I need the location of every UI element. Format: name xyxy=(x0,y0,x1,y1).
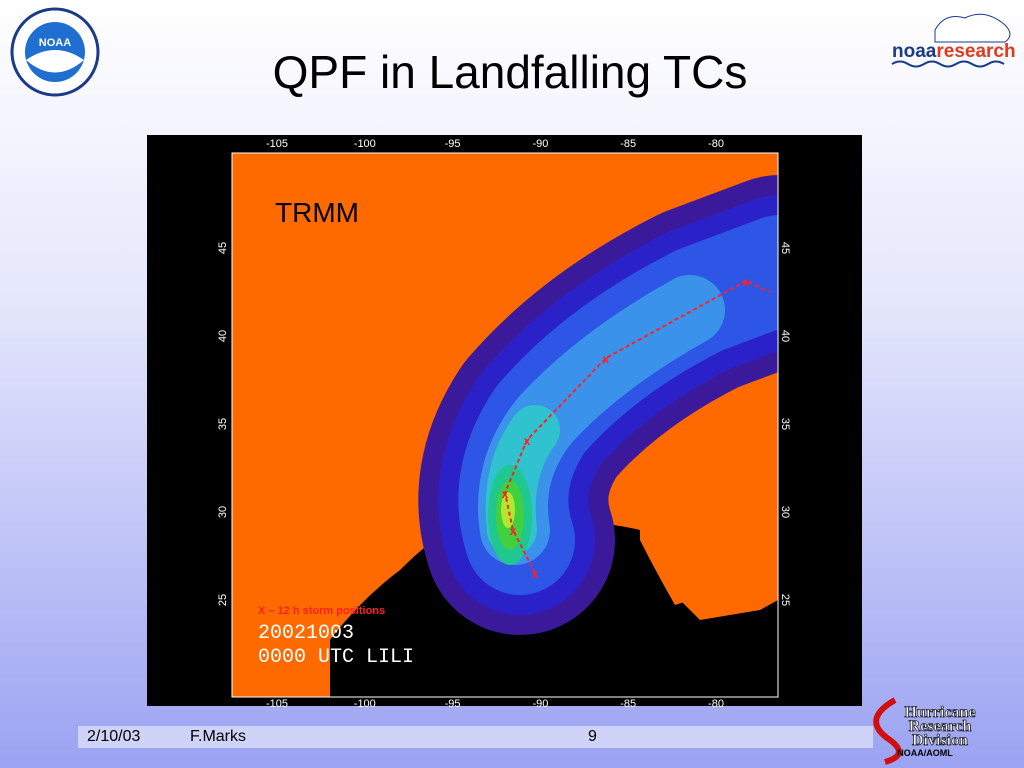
noaa-logo: NOAA xyxy=(10,7,100,97)
map-axes: -105 -105 -100 -100 -95 -95 -90 -90 -85 -85 -80 -80… xyxy=(217,138,791,710)
lat-label: 45 xyxy=(217,242,229,254)
footer-bar xyxy=(78,726,873,748)
lon-label: -80 xyxy=(708,138,724,150)
lon-label: -95 xyxy=(445,698,461,710)
lon-label: -80 xyxy=(708,698,724,710)
hrd-line: Division xyxy=(912,732,968,749)
noaa-logo-text: NOAA xyxy=(39,37,71,49)
lat-label: 30 xyxy=(779,506,791,518)
map: x x x x x x xyxy=(232,153,778,697)
svg-text:x: x xyxy=(743,275,750,289)
lon-label: -105 xyxy=(266,138,288,150)
svg-text:x: x xyxy=(524,434,531,448)
map-date: 20021003 xyxy=(258,622,354,645)
hrd-line: Hurricane xyxy=(904,704,975,721)
footer-page: 9 xyxy=(588,728,597,745)
hrd-org: NOAA/AOML xyxy=(897,748,953,758)
lon-label: -90 xyxy=(532,138,548,150)
lon-label: -105 xyxy=(266,698,288,710)
svg-text:x: x xyxy=(502,487,509,501)
map-time: 0000 UTC LILI xyxy=(258,646,414,669)
footer-author: F.Marks xyxy=(190,728,246,745)
lat-label: 35 xyxy=(779,418,791,430)
hrd-logo: Hurricane Research Division NOAA/AOML xyxy=(873,697,976,765)
svg-text:x: x xyxy=(510,524,517,538)
lat-label: 25 xyxy=(217,594,229,606)
slide-title: QPF in Landfalling TCs xyxy=(273,46,748,98)
lon-label: -95 xyxy=(445,138,461,150)
lat-label: 45 xyxy=(779,242,791,254)
lat-label: 40 xyxy=(779,330,791,342)
lon-label: -85 xyxy=(620,698,636,710)
svg-text:x: x xyxy=(603,352,610,366)
lat-label: 25 xyxy=(779,594,791,606)
lon-label: -90 xyxy=(532,698,548,710)
svg-text:x: x xyxy=(532,567,539,581)
research-logo: noaaresearch xyxy=(891,13,1016,68)
lat-label: 30 xyxy=(217,506,229,518)
footer-date: 2/10/03 xyxy=(87,728,141,745)
map-label: TRMM xyxy=(275,197,359,228)
research-logo-text: noaaresearch xyxy=(892,41,1016,62)
map-legend: X – 12 h storm positions xyxy=(258,605,385,617)
lon-label: -85 xyxy=(620,138,636,150)
hrd-line: Research xyxy=(909,718,972,735)
lon-label: -100 xyxy=(354,698,376,710)
research-logo-research: research xyxy=(936,41,1015,62)
lon-label: -100 xyxy=(354,138,376,150)
lat-label: 35 xyxy=(217,418,229,430)
research-logo-noaa: noaa xyxy=(892,41,937,62)
lat-label: 40 xyxy=(217,330,229,342)
